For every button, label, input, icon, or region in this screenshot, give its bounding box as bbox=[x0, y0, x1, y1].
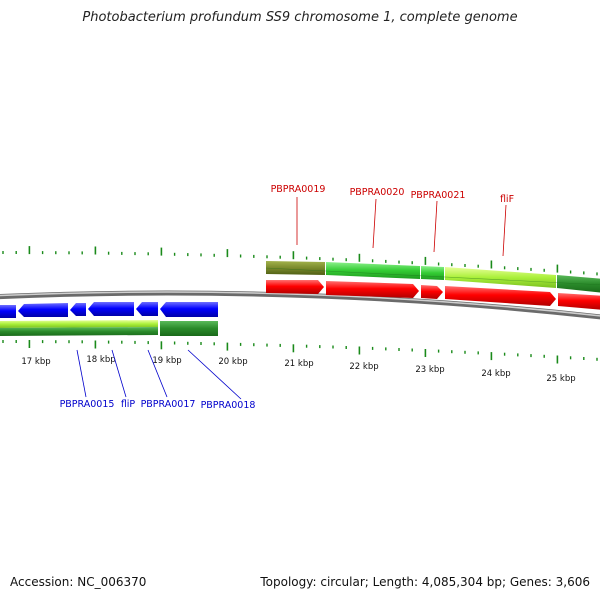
reverse-gene-track bbox=[0, 302, 218, 318]
gene-arrow-forward bbox=[421, 285, 443, 299]
gene-arrow-reverse bbox=[88, 302, 134, 316]
scale-labels: 17 kbp 18 kbp 19 kbp 20 kbp 21 kbp 22 kb… bbox=[21, 355, 575, 384]
scale-label: 21 kbp bbox=[284, 359, 313, 369]
scale-label: 22 kbp bbox=[349, 362, 378, 372]
gene-arrow-forward bbox=[266, 280, 324, 294]
gene-label-reverse: PBPRA0018 bbox=[201, 400, 256, 411]
gene-label-forward: PBPRA0021 bbox=[411, 190, 466, 201]
gene-arrow-reverse bbox=[70, 303, 86, 316]
scale-label: 23 kbp bbox=[415, 365, 444, 375]
gene-feature-olive bbox=[266, 261, 325, 275]
gene-arrow-forward bbox=[445, 286, 556, 306]
forward-gene-track bbox=[266, 280, 600, 310]
accession-text: Accession: NC_006370 bbox=[10, 575, 147, 589]
reverse-green-track bbox=[0, 320, 218, 336]
gene-label-forward: PBPRA0019 bbox=[271, 184, 326, 195]
gene-arrow-forward bbox=[326, 281, 419, 298]
genome-summary-text: Topology: circular; Length: 4,085,304 bp… bbox=[260, 575, 590, 589]
gene-feature-bright bbox=[326, 262, 420, 279]
gene-arrow-reverse bbox=[0, 305, 16, 318]
gene-feature-bright bbox=[421, 266, 444, 280]
scale-label: 25 kbp bbox=[546, 374, 575, 384]
gene-label-reverse: fliP bbox=[121, 399, 136, 410]
gene-label-reverse: PBPRA0015 bbox=[60, 399, 115, 410]
gene-feature-dark bbox=[0, 327, 158, 336]
scale-label: 20 kbp bbox=[218, 357, 247, 367]
reverse-gene-labels: PBPRA0015 fliP PBPRA0017 PBPRA0018 bbox=[60, 349, 256, 411]
gene-label-forward: fliF bbox=[500, 194, 514, 205]
gene-arrow-reverse bbox=[160, 302, 218, 317]
backbone-arc bbox=[0, 290, 600, 320]
gene-label-forward: PBPRA0020 bbox=[350, 187, 405, 198]
bottom-ticks bbox=[2, 340, 598, 364]
gene-feature-lime bbox=[445, 267, 556, 288]
gene-feature-lime bbox=[0, 320, 158, 328]
scale-label: 24 kbp bbox=[481, 369, 510, 379]
forward-gene-labels: PBPRA0019 PBPRA0020 PBPRA0021 fliF bbox=[271, 184, 514, 257]
forward-green-track bbox=[265, 261, 600, 293]
map-title: Photobacterium profundum SS9 chromosome … bbox=[82, 10, 518, 25]
gene-feature-dark bbox=[160, 321, 218, 336]
gene-feature-dark bbox=[557, 275, 600, 293]
gene-arrow-forward bbox=[558, 293, 600, 310]
scale-label: 17 kbp bbox=[21, 357, 50, 367]
gene-arrow-reverse bbox=[136, 302, 158, 316]
gene-label-reverse: PBPRA0017 bbox=[141, 399, 196, 410]
scale-label: 19 kbp bbox=[152, 356, 181, 366]
gene-arrow-reverse bbox=[18, 303, 68, 317]
scale-label: 18 kbp bbox=[86, 355, 115, 365]
backbone-arc-highlight bbox=[0, 291, 600, 317]
top-ticks bbox=[2, 246, 598, 276]
